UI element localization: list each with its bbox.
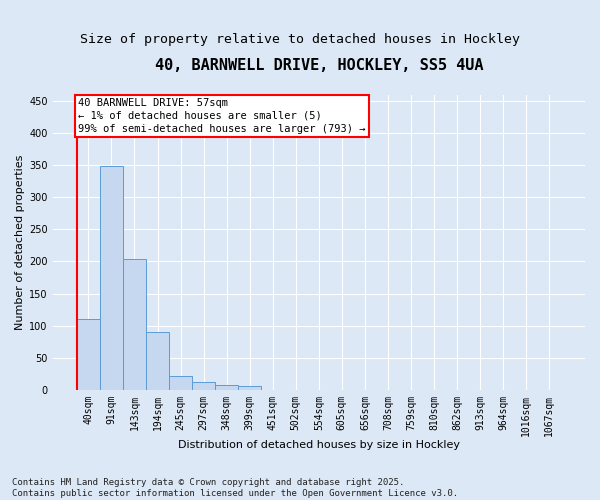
Y-axis label: Number of detached properties: Number of detached properties — [15, 154, 25, 330]
Title: 40, BARNWELL DRIVE, HOCKLEY, SS5 4UA: 40, BARNWELL DRIVE, HOCKLEY, SS5 4UA — [155, 58, 483, 72]
Bar — [146, 332, 169, 390]
Bar — [215, 384, 238, 390]
Bar — [123, 259, 146, 390]
Bar — [192, 382, 215, 390]
Text: Contains HM Land Registry data © Crown copyright and database right 2025.
Contai: Contains HM Land Registry data © Crown c… — [12, 478, 458, 498]
Bar — [169, 376, 192, 390]
Bar — [100, 166, 123, 390]
Text: Size of property relative to detached houses in Hockley: Size of property relative to detached ho… — [80, 32, 520, 46]
Text: 40 BARNWELL DRIVE: 57sqm
← 1% of detached houses are smaller (5)
99% of semi-det: 40 BARNWELL DRIVE: 57sqm ← 1% of detache… — [78, 98, 365, 134]
Bar — [238, 386, 261, 390]
Bar — [77, 319, 100, 390]
X-axis label: Distribution of detached houses by size in Hockley: Distribution of detached houses by size … — [178, 440, 460, 450]
